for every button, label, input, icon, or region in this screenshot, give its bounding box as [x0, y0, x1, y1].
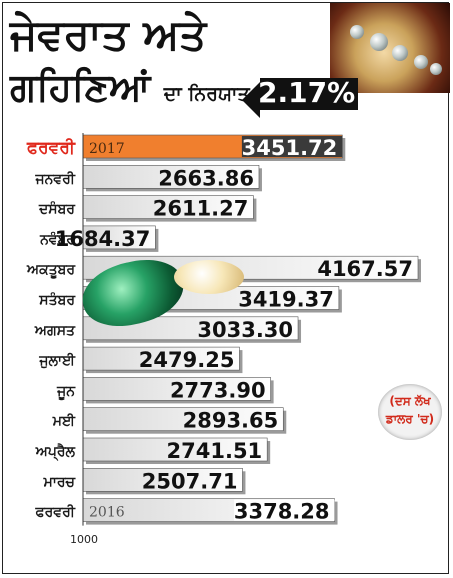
value-label: 2663.86 — [158, 166, 254, 190]
infographic-frame — [2, 2, 449, 574]
jewel-bead — [392, 45, 408, 61]
category-label: ਫਰਵਰੀ — [35, 504, 76, 521]
unit-line2: ਡਾਲਰ 'ਚ) — [385, 412, 435, 426]
change-percent: 2.17% — [258, 76, 356, 109]
value-label: 1684.37 — [55, 227, 151, 251]
category-label: ਫਰਵਰੀ — [26, 138, 76, 158]
value-label: 2773.90 — [170, 378, 266, 402]
year-label: 2016 — [89, 505, 125, 521]
chart-title-line1: ਜੇਵਰਾਤ ਅਤੇ — [10, 10, 207, 59]
jewel-bead — [414, 55, 428, 69]
year-label: 2017 — [89, 141, 125, 157]
category-label: ਜਨਵਰੀ — [34, 170, 75, 187]
value-label-background — [241, 136, 343, 157]
axis-start-label: 1000 — [70, 533, 98, 546]
chart-title-line2: ਗਹਿਣਿਆਂ ਦਾ ਨਿਰਯਾਤ — [10, 68, 250, 106]
category-label: ਅਕਤੂਬਰ — [26, 262, 76, 279]
unit-badge: (ਦਸ ਲੱਖ ਡਾਲਰ 'ਚ) — [378, 384, 442, 440]
value-label: 3451.72 — [242, 136, 338, 160]
category-label: ਅਪ੍ਰੈਲ — [35, 442, 76, 461]
jewel-bead — [430, 63, 442, 75]
value-label-background — [234, 499, 335, 521]
value-label: 3378.28 — [234, 500, 330, 524]
value-label: 2507.71 — [142, 469, 238, 493]
chart-title-big: ਗਹਿਣਿਆਂ — [10, 65, 151, 109]
category-label: ਸਤੰਬਰ — [38, 291, 76, 309]
category-label: ਮਈ — [52, 413, 76, 430]
category-label: ਮਾਰਚ — [43, 474, 77, 490]
value-label: 4167.57 — [317, 257, 413, 281]
value-label: 2741.51 — [167, 439, 263, 463]
jewel-bead — [350, 25, 364, 39]
jewel-bead — [370, 33, 388, 51]
value-label: 2611.27 — [153, 197, 249, 221]
pearl-gem-image — [174, 260, 244, 294]
category-label: ਅਗਸਤ — [34, 323, 76, 339]
category-label: ਦਸੰਬਰ — [38, 200, 76, 218]
down-arrow-icon — [242, 78, 358, 118]
value-label: 2893.65 — [183, 409, 279, 433]
change-indicator: 2.17% — [240, 72, 370, 122]
value-label: 3033.30 — [197, 318, 293, 342]
unit-line1: (ਦਸ ਲੱਖ — [389, 394, 431, 408]
category-label: ਜੂਨ — [56, 383, 76, 400]
category-label: ਜੁਲਾਈ — [38, 352, 76, 369]
value-label: 2479.25 — [139, 348, 235, 372]
chart-title-small: ਦਾ ਨਿਰਯਾਤ — [163, 83, 250, 105]
category-label: ਨਵੰਬਰ — [39, 230, 76, 248]
value-label: 3419.37 — [238, 288, 334, 312]
